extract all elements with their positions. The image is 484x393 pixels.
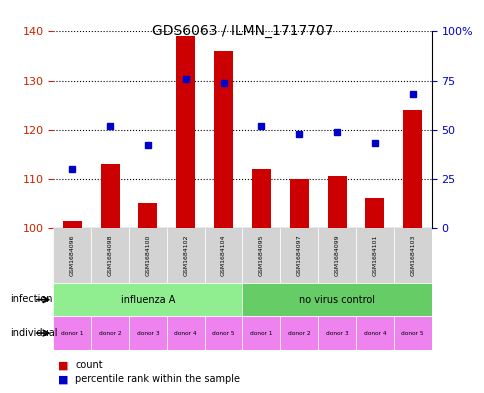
Bar [327, 176, 346, 228]
Text: GSM1684104: GSM1684104 [221, 235, 226, 276]
Text: GSM1684096: GSM1684096 [70, 235, 75, 276]
Text: donor 3: donor 3 [325, 331, 348, 336]
FancyBboxPatch shape [355, 228, 393, 283]
FancyBboxPatch shape [91, 316, 129, 350]
FancyBboxPatch shape [166, 228, 204, 283]
FancyBboxPatch shape [242, 316, 280, 350]
Text: infection: infection [10, 294, 52, 305]
FancyBboxPatch shape [204, 228, 242, 283]
FancyBboxPatch shape [242, 283, 431, 316]
FancyBboxPatch shape [318, 228, 355, 283]
Text: individual: individual [10, 328, 57, 338]
FancyBboxPatch shape [129, 228, 166, 283]
Bar [289, 179, 308, 228]
Text: ■: ■ [58, 374, 69, 384]
Text: influenza A: influenza A [121, 295, 175, 305]
Bar [365, 198, 384, 228]
Text: donor 1: donor 1 [250, 331, 272, 336]
Text: donor 2: donor 2 [99, 331, 121, 336]
FancyBboxPatch shape [355, 316, 393, 350]
Text: GSM1684103: GSM1684103 [409, 235, 414, 276]
FancyBboxPatch shape [53, 316, 91, 350]
FancyBboxPatch shape [53, 283, 242, 316]
Text: GSM1684095: GSM1684095 [258, 235, 263, 276]
Text: donor 5: donor 5 [401, 331, 423, 336]
Text: donor 5: donor 5 [212, 331, 234, 336]
FancyBboxPatch shape [280, 228, 318, 283]
Text: donor 4: donor 4 [363, 331, 385, 336]
FancyBboxPatch shape [318, 316, 355, 350]
Text: GSM1684100: GSM1684100 [145, 235, 150, 276]
Text: GSM1684099: GSM1684099 [334, 235, 339, 276]
Bar [213, 51, 232, 228]
FancyBboxPatch shape [393, 316, 431, 350]
Bar [62, 220, 81, 228]
Text: donor 3: donor 3 [136, 331, 159, 336]
Text: count: count [75, 360, 103, 371]
Text: GSM1684097: GSM1684097 [296, 235, 301, 276]
Text: donor 4: donor 4 [174, 331, 197, 336]
Text: GSM1684102: GSM1684102 [183, 235, 188, 276]
Bar [176, 37, 195, 228]
Text: GDS6063 / ILMN_1717707: GDS6063 / ILMN_1717707 [151, 24, 333, 38]
FancyBboxPatch shape [204, 316, 242, 350]
FancyBboxPatch shape [393, 228, 431, 283]
FancyBboxPatch shape [242, 228, 280, 283]
Text: ■: ■ [58, 360, 69, 371]
Text: GSM1684101: GSM1684101 [372, 235, 377, 276]
FancyBboxPatch shape [129, 316, 166, 350]
FancyBboxPatch shape [280, 316, 318, 350]
FancyBboxPatch shape [91, 228, 129, 283]
Bar [138, 204, 157, 228]
FancyBboxPatch shape [53, 228, 91, 283]
Bar [403, 110, 421, 228]
Text: donor 2: donor 2 [287, 331, 310, 336]
Bar [252, 169, 270, 228]
Bar [101, 164, 119, 228]
Text: donor 1: donor 1 [61, 331, 83, 336]
Text: no virus control: no virus control [299, 295, 374, 305]
Text: percentile rank within the sample: percentile rank within the sample [75, 374, 240, 384]
FancyBboxPatch shape [166, 316, 204, 350]
Text: GSM1684098: GSM1684098 [107, 235, 112, 276]
